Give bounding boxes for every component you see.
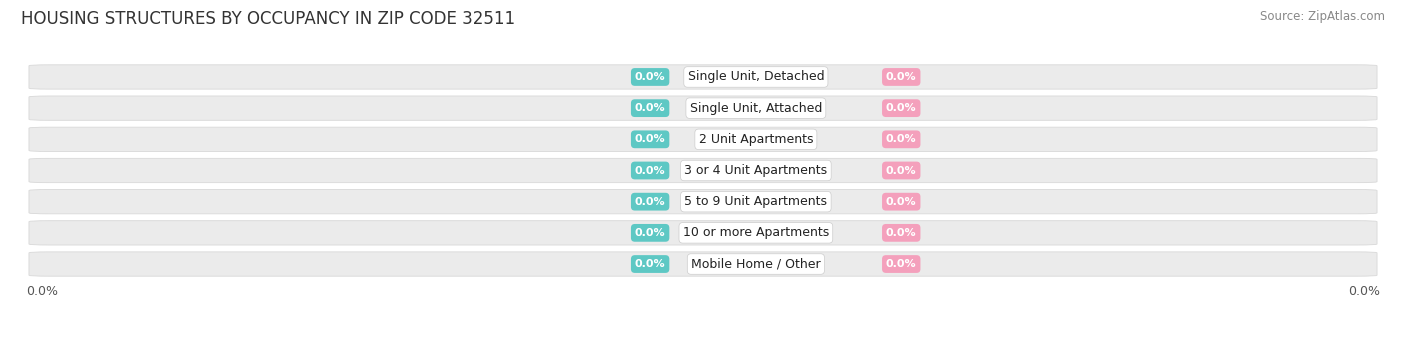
FancyBboxPatch shape (30, 127, 1376, 151)
FancyBboxPatch shape (30, 65, 1376, 89)
Text: 2 Unit Apartments: 2 Unit Apartments (699, 133, 813, 146)
Text: 0.0%: 0.0% (636, 259, 665, 269)
Text: Mobile Home / Other: Mobile Home / Other (692, 257, 821, 270)
Text: 0.0%: 0.0% (886, 165, 917, 176)
FancyBboxPatch shape (30, 158, 1376, 183)
Text: 0.0%: 0.0% (886, 228, 917, 238)
Text: 0.0%: 0.0% (636, 197, 665, 207)
Text: Single Unit, Attached: Single Unit, Attached (690, 102, 823, 115)
Text: 0.0%: 0.0% (886, 197, 917, 207)
Text: 0.0%: 0.0% (636, 134, 665, 144)
Text: 0.0%: 0.0% (886, 103, 917, 113)
Text: Source: ZipAtlas.com: Source: ZipAtlas.com (1260, 10, 1385, 23)
FancyBboxPatch shape (30, 190, 1376, 214)
FancyBboxPatch shape (30, 96, 1376, 120)
FancyBboxPatch shape (30, 252, 1376, 276)
Text: 10 or more Apartments: 10 or more Apartments (683, 226, 830, 239)
Text: Single Unit, Detached: Single Unit, Detached (688, 71, 824, 84)
Text: HOUSING STRUCTURES BY OCCUPANCY IN ZIP CODE 32511: HOUSING STRUCTURES BY OCCUPANCY IN ZIP C… (21, 10, 515, 28)
Text: 3 or 4 Unit Apartments: 3 or 4 Unit Apartments (685, 164, 827, 177)
Text: 0.0%: 0.0% (636, 103, 665, 113)
FancyBboxPatch shape (30, 221, 1376, 245)
Text: 5 to 9 Unit Apartments: 5 to 9 Unit Apartments (685, 195, 827, 208)
Text: 0.0%: 0.0% (886, 259, 917, 269)
Text: 0.0%: 0.0% (886, 72, 917, 82)
Text: 0.0%: 0.0% (636, 165, 665, 176)
Text: 0.0%: 0.0% (636, 228, 665, 238)
Text: 0.0%: 0.0% (886, 134, 917, 144)
Text: 0.0%: 0.0% (636, 72, 665, 82)
